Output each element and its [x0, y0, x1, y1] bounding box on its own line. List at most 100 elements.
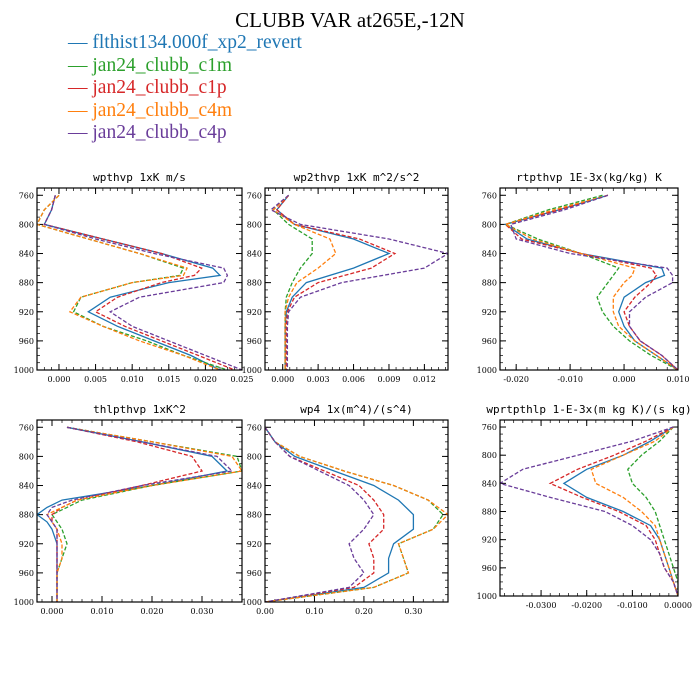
plot-frame — [499, 419, 679, 597]
series-line — [272, 194, 313, 370]
series-line — [269, 194, 448, 370]
x-tick-label: -0.010 — [557, 375, 583, 384]
chart-panel-6: wprtpthlp 1-E-3x(m kg K)/(s kg) -0.0300 -0… — [477, 403, 692, 610]
series-line — [562, 426, 678, 596]
x-tick-label: 0.015 — [157, 375, 180, 384]
y-tick-label: 760 — [482, 423, 497, 432]
x-tick-label: 0.10 — [306, 607, 324, 616]
series-line — [37, 194, 221, 370]
y-tick-label: 840 — [482, 479, 497, 488]
y-tick-label: 880 — [247, 279, 262, 288]
panel-title: wpthvp 1xK m/s — [93, 171, 186, 184]
panel-title: rtpthvp 1E-3x(kg/kg) K — [516, 171, 662, 184]
y-tick-label: 800 — [247, 220, 262, 229]
series-line — [43, 195, 222, 370]
x-tick-label: 0.0000 — [664, 601, 692, 610]
x-tick-label: 0.000 — [48, 375, 71, 384]
panel-title: wp4 1x(m^4)/(s^4) — [300, 403, 413, 416]
legend-entry: — jan24_clubb_c1p — [68, 77, 302, 100]
y-tick-label: 840 — [482, 250, 497, 259]
x-tick-label: 0.025 — [231, 375, 254, 384]
series-line — [46, 426, 242, 602]
legend-label: jan24_clubb_c4m — [92, 99, 233, 121]
y-tick-label: 960 — [19, 569, 34, 578]
chart-panel-2: wp2thvp 1xK m^2/s^2 0.000 0.003 0.006 0.009 0… — [242, 171, 449, 384]
series-line — [509, 194, 678, 370]
series-line — [590, 426, 678, 596]
y-tick-label: 800 — [482, 220, 497, 229]
x-tick-label: 0.006 — [342, 375, 365, 384]
series-line — [500, 426, 678, 596]
y-tick-label: 760 — [19, 423, 34, 432]
series-line — [265, 426, 375, 602]
y-tick-label: 880 — [482, 279, 497, 288]
series-line — [265, 426, 385, 602]
y-tick-label: 920 — [247, 308, 262, 317]
panel-title: thlpthvp 1xK^2 — [93, 403, 186, 416]
y-tick-label: 840 — [19, 250, 34, 259]
plot-frame — [36, 187, 243, 371]
legend-label: jan24_clubb_c1p — [92, 77, 227, 98]
y-tick-label: 960 — [247, 337, 262, 346]
series-line — [265, 426, 415, 602]
y-tick-label: 960 — [482, 337, 497, 346]
y-tick-label: 960 — [19, 337, 34, 346]
series-line — [46, 426, 234, 602]
y-tick-label: 920 — [19, 308, 34, 317]
y-tick-label: 920 — [247, 540, 262, 549]
y-tick-label: 1000 — [477, 592, 497, 601]
x-tick-label: 0.030 — [191, 607, 214, 616]
y-tick-label: 760 — [247, 191, 262, 200]
y-tick-label: 920 — [19, 540, 34, 549]
y-tick-label: 760 — [247, 423, 262, 432]
page-title: CLUBB VAR at265E,-12N — [235, 8, 465, 32]
legend-label: jan24_clubb_c4p — [92, 122, 227, 143]
series-line — [275, 194, 397, 370]
legend-marker: — — [68, 122, 88, 143]
x-tick-label: 0.012 — [413, 375, 436, 384]
series-line — [43, 195, 235, 370]
y-tick-label: 880 — [482, 508, 497, 517]
x-tick-label: 0.000 — [271, 375, 294, 384]
series-line — [504, 194, 678, 370]
x-tick-label: -0.0200 — [571, 601, 602, 610]
x-tick-label: 0.009 — [378, 375, 401, 384]
x-tick-label: 0.30 — [404, 607, 422, 616]
legend-marker: — — [68, 77, 88, 98]
plot-frame — [36, 419, 243, 603]
y-tick-label: 960 — [482, 564, 497, 573]
x-tick-label: -0.0100 — [617, 601, 648, 610]
x-tick-label: 0.010 — [667, 375, 690, 384]
legend: — flthist134.000f_xp2_revert — jan24_clu… — [68, 32, 302, 145]
y-tick-label: 800 — [247, 452, 262, 461]
x-tick-label: 0.00 — [256, 607, 274, 616]
x-tick-label: 0.003 — [307, 375, 330, 384]
y-tick-label: 800 — [19, 452, 34, 461]
y-tick-label: 880 — [19, 511, 34, 520]
legend-marker: — — [68, 99, 88, 121]
legend-marker: — — [68, 32, 88, 53]
x-tick-label: 0.010 — [121, 375, 144, 384]
y-tick-label: 800 — [482, 451, 497, 460]
series-line — [503, 194, 678, 370]
series-line — [627, 426, 678, 596]
chart-panel-3: rtpthvp 1E-3x(kg/kg) K -0.020 -0.010 0.000 0… — [477, 171, 690, 384]
chart-panel-4: thlpthvp 1xK^2 0.000 0.010 0.020 0.030 760 800… — [14, 403, 243, 616]
y-tick-label: 960 — [247, 569, 262, 578]
y-tick-label: 1000 — [14, 598, 34, 607]
x-tick-label: 0.20 — [355, 607, 373, 616]
series-line — [51, 426, 204, 602]
legend-entry: — jan24_clubb_c4p — [68, 122, 302, 145]
y-tick-label: 760 — [482, 191, 497, 200]
x-tick-label: 0.020 — [194, 375, 217, 384]
y-tick-label: 800 — [19, 220, 34, 229]
series-line — [37, 426, 229, 602]
y-tick-label: 1000 — [242, 366, 262, 375]
panel-title: wprtpthlp 1-E-3x(m kg K)/(s kg) — [486, 403, 691, 416]
legend-entry: — jan24_clubb_c1m — [68, 55, 302, 78]
panel-title: wp2thvp 1xK m^2/s^2 — [294, 171, 420, 184]
series-line — [51, 426, 242, 602]
series-line — [503, 194, 678, 370]
x-tick-label: 0.000 — [613, 375, 636, 384]
